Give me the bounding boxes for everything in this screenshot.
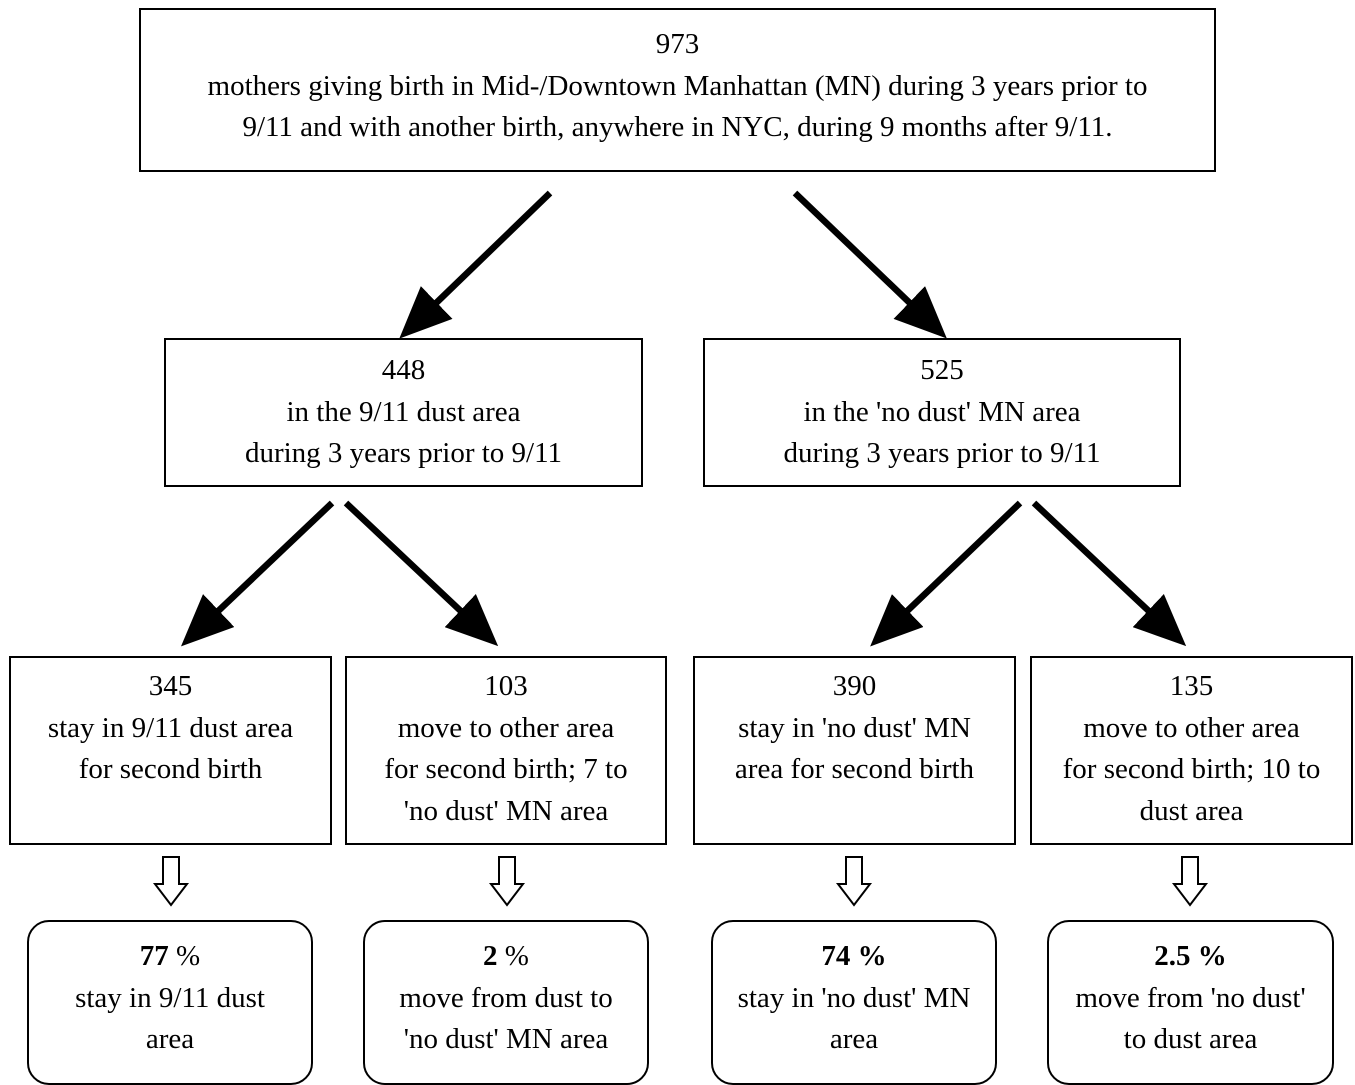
leaf-line2: area for second birth	[734, 753, 975, 785]
arrow-top-to-nodust	[792, 190, 947, 339]
mid-line1: in the 9/11 dust area	[286, 395, 521, 428]
leaf-count: 135	[1169, 670, 1214, 702]
result-node-dust-stay: 77 % stay in 9/11 dust area	[27, 920, 313, 1085]
arrow-dust-to-move	[343, 500, 499, 647]
result-line1: move from dust to	[399, 981, 613, 1014]
result-percent: 74 %	[713, 936, 995, 978]
hollow-down-arrow-icon	[488, 856, 526, 907]
leaf-line1: move to other area	[1083, 711, 1300, 744]
mid-count: 448	[381, 354, 426, 386]
leaf-line3: dust area	[1139, 794, 1244, 827]
result-node-nodust-move: 2.5 % move from 'no dust' to dust area	[1047, 920, 1334, 1085]
mid-node-nodust: 525 in the 'no dust' MN area during 3 ye…	[703, 338, 1181, 487]
leaf-line2: for second birth; 7 to	[384, 753, 628, 785]
leaf-line2: for second birth	[78, 753, 263, 785]
leaf-line1: stay in 9/11 dust area	[47, 711, 294, 744]
mid-line1: in the 'no dust' MN area	[803, 395, 1081, 428]
leaf-line1: stay in 'no dust' MN	[738, 711, 971, 744]
mid-line2: during 3 years prior to 9/11	[244, 437, 563, 469]
hollow-down-arrow-icon	[1171, 856, 1209, 907]
result-unit: %	[497, 940, 529, 972]
top-line1: mothers giving birth in Mid-/Downtown Ma…	[207, 69, 1148, 102]
arrow-dust-to-stay	[180, 500, 335, 647]
leaf-line1: move to other area	[397, 711, 615, 744]
result-value: 77	[139, 940, 169, 972]
leaf-line3: 'no dust' MN area	[403, 794, 609, 827]
hollow-down-arrow-icon	[152, 856, 190, 907]
leaf-node-nodust-move: 135 move to other area for second birth;…	[1030, 656, 1353, 845]
leaf-node-dust-move: 103 move to other area for second birth;…	[345, 656, 667, 845]
leaf-line2: for second birth; 10 to	[1062, 753, 1321, 785]
result-line1: stay in 9/11 dust	[75, 981, 265, 1014]
leaf-count: 345	[148, 670, 193, 702]
top-line2: 9/11 and with another birth, anywhere in…	[242, 111, 1113, 143]
result-percent: 2.5 %	[1049, 936, 1332, 978]
result-value: 74 %	[821, 940, 887, 972]
leaf-node-dust-stay: 345 stay in 9/11 dust area for second bi…	[9, 656, 332, 845]
top-node: 973 mothers giving birth in Mid-/Downtow…	[139, 8, 1216, 172]
mid-node-dust: 448 in the 9/11 dust area during 3 years…	[164, 338, 643, 487]
result-line2: area	[829, 1023, 879, 1055]
arrow-nodust-to-move	[1031, 500, 1187, 647]
result-line1: move from 'no dust'	[1075, 981, 1306, 1014]
result-value: 2	[483, 940, 498, 972]
result-line2: to dust area	[1123, 1023, 1258, 1055]
mid-line2: during 3 years prior to 9/11	[783, 437, 1101, 469]
result-value: 2.5 %	[1154, 940, 1227, 972]
result-line2: area	[145, 1023, 195, 1055]
result-percent: 2 %	[365, 936, 647, 978]
result-node-dust-move: 2 % move from dust to 'no dust' MN area	[363, 920, 649, 1085]
result-line2: 'no dust' MN area	[403, 1023, 609, 1055]
top-count: 973	[655, 28, 700, 60]
leaf-count: 103	[484, 670, 528, 702]
arrow-nodust-to-stay	[870, 500, 1023, 647]
result-percent: 77 %	[29, 936, 311, 978]
leaf-count: 390	[832, 670, 877, 702]
result-unit: %	[168, 940, 201, 972]
leaf-node-nodust-stay: 390 stay in 'no dust' MN area for second…	[693, 656, 1016, 845]
result-line1: stay in 'no dust' MN	[737, 981, 971, 1014]
arrow-top-to-dust	[399, 190, 553, 339]
mid-count: 525	[920, 354, 964, 386]
result-node-nodust-stay: 74 % stay in 'no dust' MN area	[711, 920, 997, 1085]
hollow-down-arrow-icon	[835, 856, 873, 907]
